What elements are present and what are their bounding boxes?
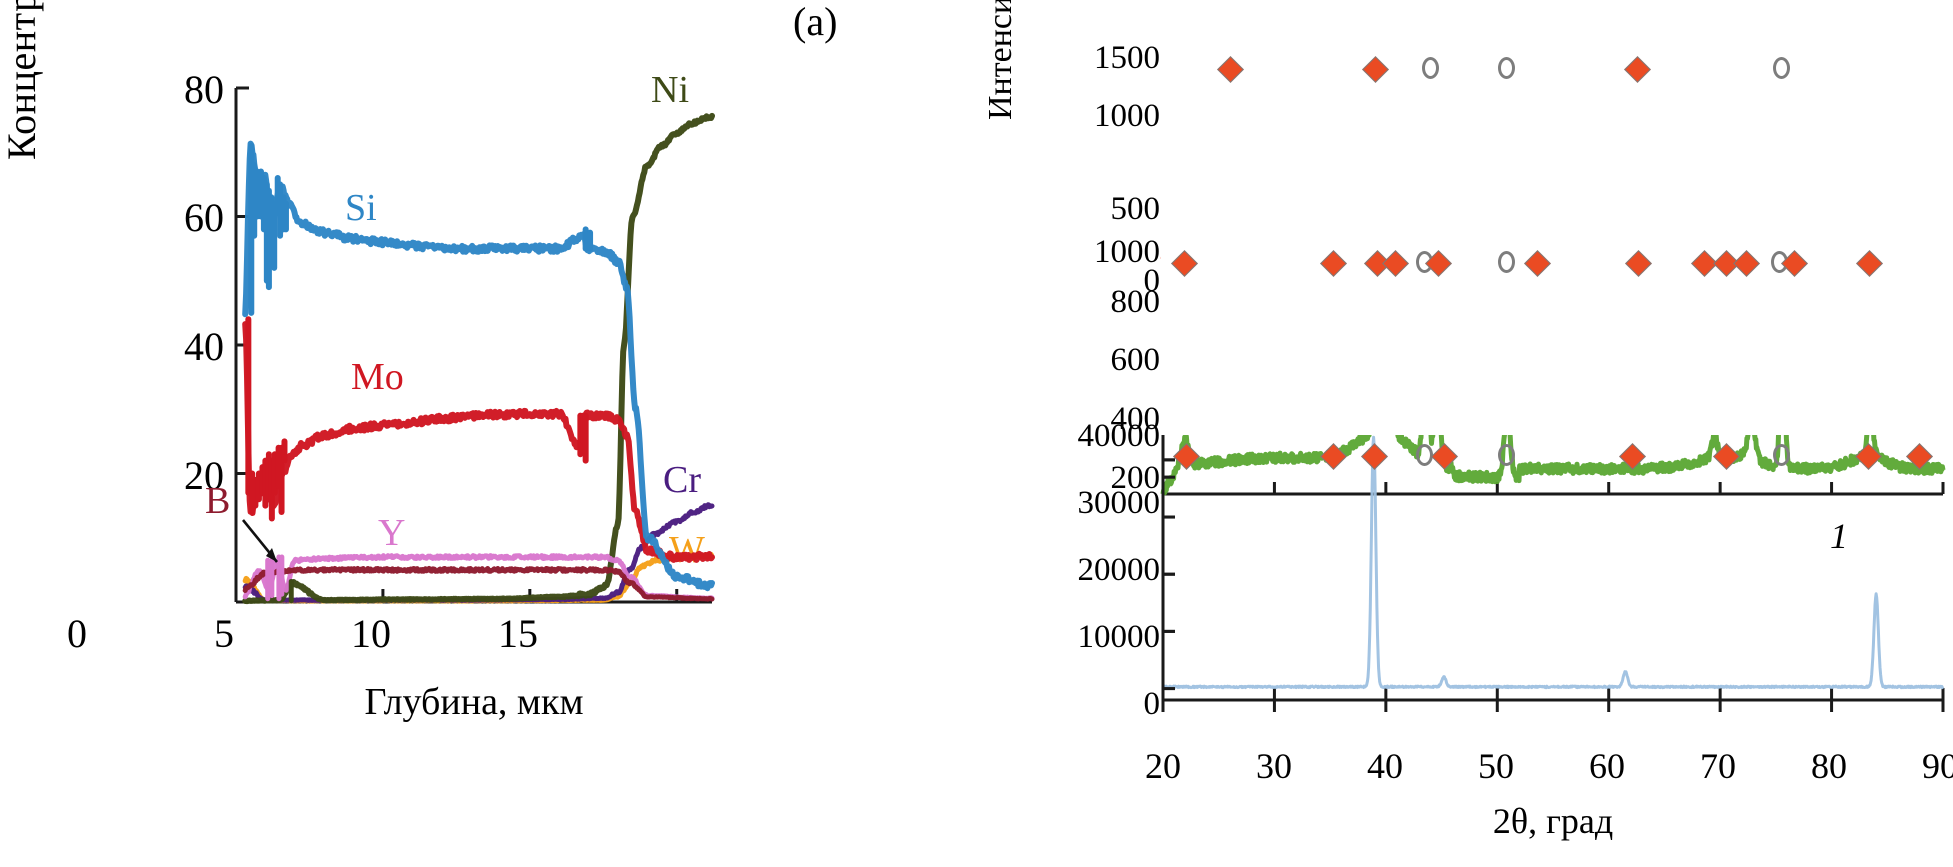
panel-b2-ytick-1000: 1000 [1094,234,1160,270]
panel-b2-ytick-400: 400 [1110,401,1161,437]
series-label-w: W [669,529,705,571]
panel-b2-ytick-200: 200 [1110,460,1161,496]
series-label-mo: Mo [351,356,404,398]
panel-b-xtick-80: 80 [1811,746,1847,786]
panel-b2-ytick-600: 600 [1110,342,1161,378]
panel-a-xtick-0: 0 [67,611,87,656]
panel-b2-ytick-800: 800 [1110,284,1161,320]
panel-b1-ytick-20000: 20000 [1077,552,1161,588]
series-label-b: B [205,480,231,522]
subplot-number-1: 1 [1830,516,1848,556]
panel-a-tag: (a) [793,0,838,44]
panel-b1-ytick-30000: 30000 [1077,485,1161,521]
panel-b-xtick-90: 90 [1922,746,1953,786]
panel-a-ytick-60: 60 [184,195,224,240]
panel-b-xtick-50: 50 [1478,746,1514,786]
panel-b-xtick-40: 40 [1367,746,1403,786]
panel-a-ytick-40: 40 [184,324,224,369]
panel-b3-ytick-1500: 1500 [1094,40,1160,76]
panel-a-xtick-15: 15 [498,611,538,656]
panel-b-xtick-60: 60 [1589,746,1625,786]
panel-b-xtick-70: 70 [1700,746,1736,786]
panel-b3-ytick-1000: 1000 [1094,98,1160,134]
panel-b3-ytick-0: 0 [1143,263,1161,299]
panel-b1-ytick-40000: 40000 [1077,418,1161,454]
panel-b1-ytick-10000: 10000 [1077,619,1161,655]
panel-b-x-axis-label: 2θ, град [1492,801,1614,841]
panel-b-xtick-30: 30 [1256,746,1292,786]
series-label-ni: Ni [651,69,689,111]
panel-b-plot-area [1160,0,1947,712]
panel-b3-ytick-500: 500 [1110,191,1161,227]
panel-a-plot-area [234,86,715,605]
series-label-cr: Cr [663,459,701,501]
panel-a-xtick-5: 5 [214,611,234,656]
series-label-y: Y [378,512,406,554]
panel-a-x-axis-label: Глубина, мкм [364,681,584,723]
panel-a-xtick-10: 10 [351,611,391,656]
series-label-si: Si [345,187,377,229]
panel-b-xrd: (б) Интенсивность, отн. ед. 2θ, град c-N… [960,0,1953,867]
panel-a-ytick-80: 80 [184,67,224,112]
panel-a-ytick-20: 20 [184,453,224,498]
panel-a-depth-profile: (a) Концентрация, ат. % Глубина, мкм 80 … [0,0,960,867]
panel-b1-ytick-0: 0 [1143,686,1161,722]
panel-b-xtick-20: 20 [1145,746,1181,786]
